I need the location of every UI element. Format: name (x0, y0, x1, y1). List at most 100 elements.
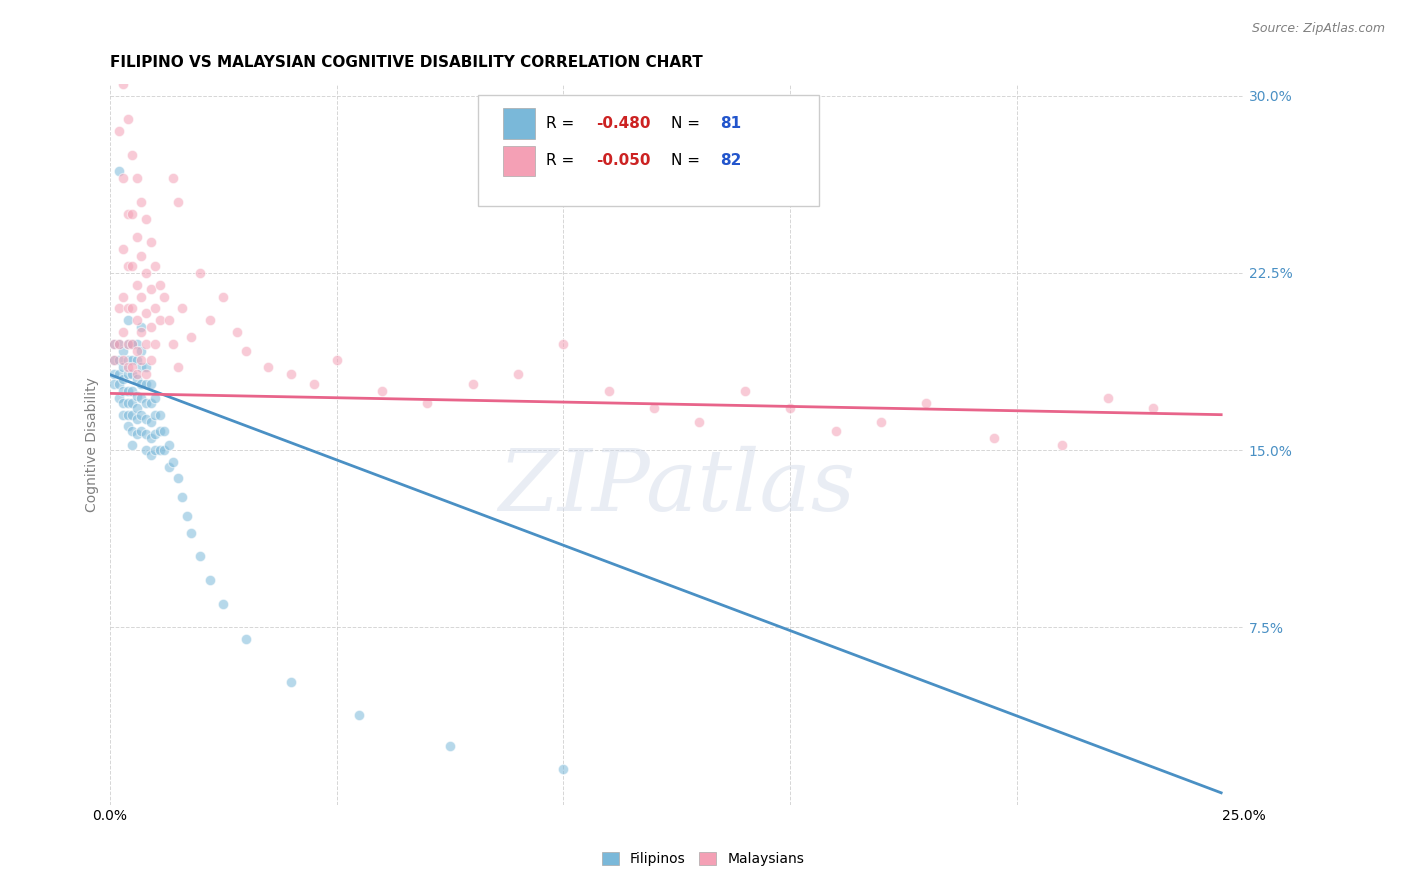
Point (121, 147, 143, 161)
Point (121, 384, 143, 398)
Point (112, 360, 135, 375)
Point (643, 401, 665, 415)
Point (125, 277, 148, 292)
Point (125, 372, 148, 386)
Point (117, 112, 139, 127)
Point (153, 289, 176, 303)
Point (280, 674, 302, 689)
Point (166, 360, 188, 375)
Point (347, 707, 370, 722)
Point (103, 353, 125, 368)
Point (190, 549, 212, 564)
Point (139, 431, 162, 445)
Point (117, 313, 139, 327)
Point (117, 259, 139, 273)
Point (125, 353, 148, 368)
Point (149, 424, 172, 438)
Point (149, 277, 172, 292)
Point (121, 396, 143, 410)
Point (135, 211, 157, 226)
Point (157, 459, 180, 474)
Point (143, 391, 166, 405)
Point (125, 230, 148, 244)
Point (125, 368, 148, 382)
Point (117, 301, 139, 316)
Point (117, 353, 139, 368)
Point (125, 412, 148, 426)
Point (103, 336, 125, 351)
Point (135, 306, 157, 320)
Point (506, 368, 529, 382)
Bar (503, 145, 536, 176)
Point (135, 396, 157, 410)
Point (103, 376, 125, 391)
Point (143, 443, 166, 458)
Point (117, 396, 139, 410)
Point (131, 194, 153, 209)
Text: R =: R = (547, 153, 579, 169)
Text: N =: N = (671, 153, 704, 169)
FancyBboxPatch shape (478, 95, 818, 206)
Point (235, 632, 257, 647)
Point (139, 282, 162, 296)
Point (121, 353, 143, 368)
Point (121, 259, 143, 273)
Point (149, 313, 172, 327)
Point (157, 438, 180, 452)
Point (112, 343, 135, 358)
Point (131, 353, 153, 368)
Point (131, 376, 153, 391)
Point (107, 124, 129, 138)
Point (139, 353, 162, 368)
Point (983, 431, 1005, 445)
Point (439, 739, 461, 753)
Point (135, 376, 157, 391)
Point (121, 336, 143, 351)
Point (107, 353, 129, 368)
Text: 81: 81 (720, 116, 741, 131)
Point (131, 325, 153, 339)
Point (107, 391, 129, 405)
Point (112, 77, 135, 91)
Point (153, 443, 176, 458)
Point (139, 235, 162, 249)
Point (198, 573, 221, 587)
Point (107, 376, 129, 391)
Point (125, 343, 148, 358)
Point (112, 242, 135, 256)
Bar (503, 108, 536, 138)
Text: 82: 82 (720, 153, 741, 169)
Point (824, 424, 846, 438)
Point (112, 353, 135, 368)
Point (125, 389, 148, 403)
Point (416, 396, 439, 410)
Point (121, 336, 143, 351)
Point (135, 426, 157, 441)
Point (162, 171, 184, 186)
Point (162, 336, 184, 351)
Point (302, 376, 325, 391)
Point (131, 343, 153, 358)
Point (143, 259, 166, 273)
Point (131, 320, 153, 334)
Point (117, 384, 139, 398)
Point (125, 171, 148, 186)
Point (107, 336, 129, 351)
Point (121, 301, 143, 316)
Text: N =: N = (671, 116, 704, 131)
Point (135, 360, 157, 375)
Point (257, 360, 280, 375)
Point (125, 426, 148, 441)
Point (280, 368, 302, 382)
Point (117, 419, 139, 434)
Point (117, 368, 139, 382)
Point (112, 408, 135, 422)
Point (166, 194, 188, 209)
Point (225, 325, 247, 339)
Point (112, 171, 135, 186)
Point (149, 443, 172, 458)
Point (139, 376, 162, 391)
Point (139, 415, 162, 429)
Point (598, 384, 620, 398)
Point (107, 164, 129, 178)
